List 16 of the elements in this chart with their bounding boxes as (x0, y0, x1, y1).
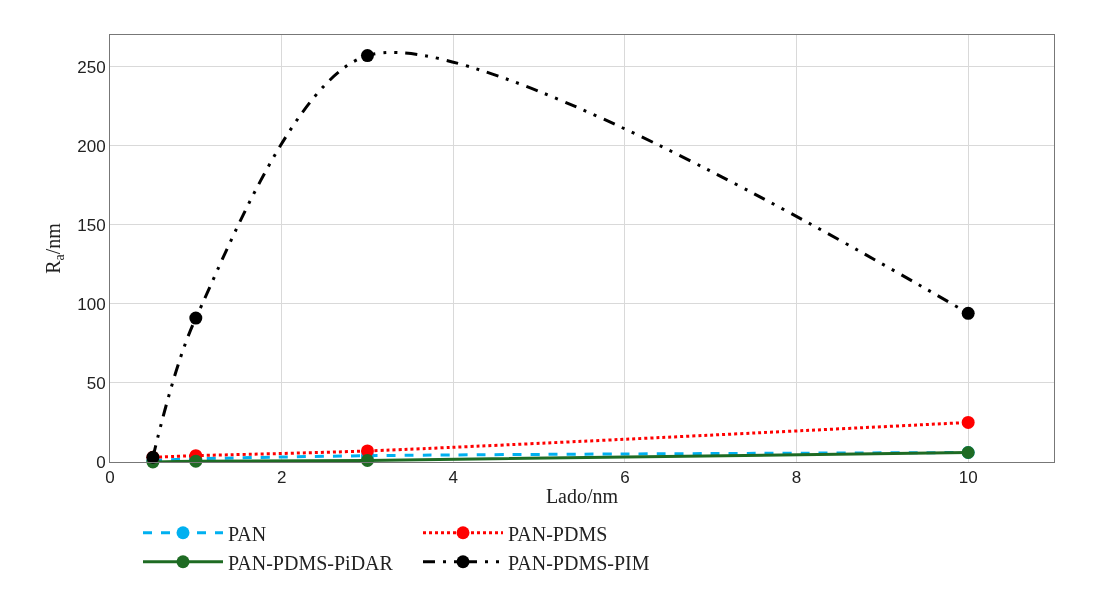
legend-label: PAN (228, 522, 267, 545)
y-tick-label: 100 (77, 294, 106, 314)
x-tick-label: 4 (448, 468, 458, 488)
x-tick-label: 8 (791, 468, 802, 488)
legend-label: PAN-PDMS-PIM (508, 551, 650, 574)
y-tick-label: 200 (77, 136, 106, 156)
y-tick-label: 0 (96, 452, 106, 472)
x-tick-label: 10 (958, 468, 978, 488)
legend-label: PAN-PDMS (508, 522, 608, 545)
y-tick-label: 150 (77, 215, 106, 235)
x-axis-title: Lado/nm (545, 484, 619, 507)
y-tick-label: 50 (86, 373, 106, 393)
x-tick-label: 6 (620, 468, 630, 488)
legend-label: PAN-PDMS-PiDAR (228, 551, 394, 574)
y-tick-label: 250 (77, 57, 106, 77)
x-tick-label: 2 (276, 468, 287, 488)
